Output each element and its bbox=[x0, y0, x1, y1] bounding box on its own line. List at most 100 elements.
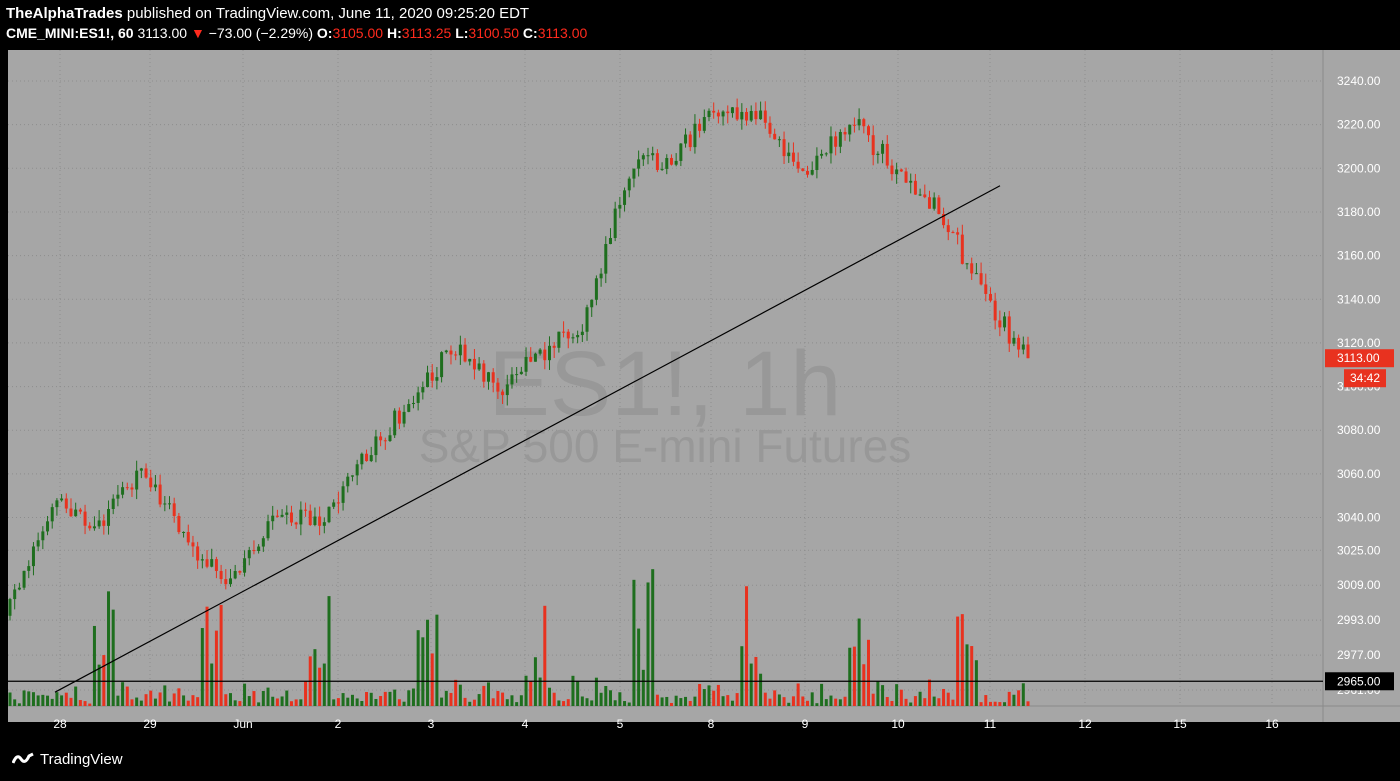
candle-body bbox=[796, 161, 800, 169]
candle-body bbox=[346, 476, 350, 487]
price-chart[interactable]: ES1!, 1hS&P 500 E-mini Futures3240.00322… bbox=[0, 50, 1400, 740]
candle-body bbox=[97, 520, 101, 527]
candle-body bbox=[182, 531, 186, 533]
candle-body bbox=[238, 571, 242, 573]
candle-body bbox=[829, 136, 833, 154]
candle-body bbox=[740, 111, 744, 120]
candle-body bbox=[585, 307, 589, 332]
candle-body bbox=[355, 464, 359, 476]
volume-bar bbox=[519, 695, 523, 706]
price-tick-label: 2993.00 bbox=[1337, 613, 1381, 627]
candle-body bbox=[125, 487, 129, 489]
candle-body bbox=[177, 515, 181, 533]
volume-bar bbox=[904, 698, 908, 706]
candle-body bbox=[257, 546, 261, 552]
candle-body bbox=[946, 225, 950, 233]
volume-bar bbox=[341, 693, 345, 706]
volume-bar bbox=[454, 679, 458, 706]
volume-bar bbox=[294, 699, 298, 706]
candle-body bbox=[721, 111, 725, 117]
candle-body bbox=[332, 502, 336, 507]
candle-body bbox=[205, 559, 209, 567]
volume-bar bbox=[228, 693, 232, 706]
volume-bar bbox=[895, 684, 899, 706]
candle-body bbox=[196, 546, 200, 561]
candle-body bbox=[956, 232, 960, 235]
candle-body bbox=[163, 503, 167, 505]
volume-bar bbox=[102, 655, 106, 706]
countdown-label: 34:42 bbox=[1350, 371, 1380, 385]
volume-bar bbox=[144, 694, 148, 706]
candle-body bbox=[515, 374, 519, 376]
volume-bar bbox=[655, 694, 659, 706]
candle-body bbox=[942, 214, 946, 226]
volume-bar bbox=[937, 698, 941, 706]
candle-body bbox=[365, 453, 369, 462]
volume-bar bbox=[702, 689, 706, 706]
symbol-label[interactable]: CME_MINI:ES1!, 60 bbox=[6, 25, 134, 41]
volume-bar bbox=[965, 644, 969, 706]
volume-bar bbox=[135, 697, 139, 706]
volume-bar bbox=[491, 698, 495, 706]
candle-body bbox=[153, 484, 157, 488]
candle-body bbox=[369, 455, 373, 462]
date-tick-label: Jun bbox=[233, 717, 252, 731]
candle-body bbox=[350, 475, 354, 477]
candle-body bbox=[580, 331, 584, 336]
candle-body bbox=[660, 168, 664, 170]
volume-bar bbox=[55, 692, 59, 706]
volume-bar bbox=[543, 605, 547, 706]
volume-bar bbox=[726, 695, 730, 706]
candle-body bbox=[777, 139, 781, 141]
candle-body bbox=[547, 345, 551, 361]
volume-bar bbox=[777, 694, 781, 706]
volume-bar bbox=[435, 614, 439, 706]
volume-bar bbox=[876, 681, 880, 706]
candle-body bbox=[261, 538, 265, 547]
volume-bar bbox=[787, 702, 791, 706]
publish-info: published on TradingView.com, June 11, 2… bbox=[126, 5, 530, 22]
candle-body bbox=[69, 508, 73, 517]
down-arrow-icon: ▼ bbox=[190, 25, 205, 41]
candle-body bbox=[806, 170, 810, 175]
publisher-name[interactable]: TheAlphaTrades bbox=[6, 5, 123, 22]
volume-bar bbox=[857, 618, 861, 706]
candle-body bbox=[168, 503, 172, 505]
volume-bar bbox=[660, 697, 664, 706]
candle-body bbox=[13, 589, 17, 600]
candle-body bbox=[824, 153, 828, 155]
volume-bar bbox=[285, 690, 289, 706]
volume-bar bbox=[951, 699, 955, 706]
candle-body bbox=[130, 487, 134, 490]
volume-bar bbox=[64, 692, 68, 706]
candle-body bbox=[979, 273, 983, 285]
candle-body bbox=[876, 153, 880, 156]
volume-bar bbox=[988, 701, 992, 706]
candle-body bbox=[848, 124, 852, 135]
volume-bar bbox=[1017, 690, 1021, 706]
volume-bar bbox=[36, 695, 40, 706]
price-tick-label: 3200.00 bbox=[1337, 161, 1381, 175]
volume-bar bbox=[881, 685, 885, 706]
date-tick-label: 5 bbox=[617, 717, 624, 731]
candle-body bbox=[299, 509, 303, 525]
volume-bar bbox=[956, 616, 960, 706]
candle-body bbox=[435, 377, 439, 381]
volume-bar bbox=[745, 586, 749, 706]
candle-body bbox=[74, 509, 78, 517]
volume-bar bbox=[257, 702, 261, 706]
candle-body bbox=[519, 371, 523, 375]
volume-bar bbox=[374, 698, 378, 706]
volume-bar bbox=[641, 669, 645, 706]
tradingview-logo[interactable]: TradingView bbox=[12, 750, 123, 768]
volume-bar bbox=[632, 579, 636, 706]
candle-body bbox=[533, 353, 537, 362]
volume-bar bbox=[41, 694, 45, 706]
volume-bar bbox=[993, 701, 997, 706]
candle-body bbox=[224, 579, 228, 585]
volume-bar bbox=[510, 695, 514, 706]
volume-bar bbox=[698, 683, 702, 706]
candle-body bbox=[1012, 337, 1016, 344]
candle-body bbox=[31, 546, 35, 567]
candle-body bbox=[440, 352, 444, 378]
